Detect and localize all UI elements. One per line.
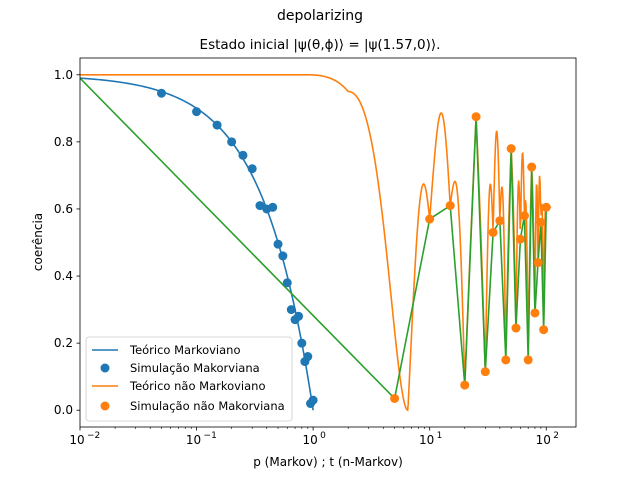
y-tick-label: 0.8 — [54, 135, 73, 149]
x-tick-label: 10 — [302, 433, 317, 447]
x-tick-label: 10 — [69, 433, 84, 447]
plot-frame — [79, 57, 577, 428]
data-point-markov-sim — [227, 137, 237, 147]
x-tick-label-exponent: 2 — [553, 431, 559, 441]
data-point-markov-sim — [282, 278, 292, 288]
data-point-nonmarkov-sim — [488, 227, 498, 237]
data-point-markov-sim — [192, 107, 202, 117]
x-axis-label: p (Markov) ; t (n-Markov) — [253, 455, 403, 469]
data-point-nonmarkov-sim — [445, 201, 455, 211]
legend-marker-nonmarkov-sim — [100, 401, 110, 411]
data-point-markov-sim — [247, 164, 257, 174]
data-point-nonmarkov-sim — [506, 144, 516, 154]
data-point-nonmarkov-sim — [539, 325, 549, 335]
chart-suptitle: depolarizing — [277, 8, 363, 24]
data-point-nonmarkov-sim — [390, 393, 400, 403]
data-point-markov-sim — [212, 120, 222, 130]
x-tick-label-exponent: 0 — [320, 431, 326, 441]
data-point-nonmarkov-sim — [519, 211, 529, 221]
axis-ticks: 0.00.20.40.60.81.010 −2 10 −1 10 0 10 1 10 2 — [54, 68, 559, 447]
chart-title: Estado inicial |ψ(θ,ϕ)⟩ = |ψ(1.57,0)⟩. — [200, 37, 441, 53]
data-point-markov-sim — [278, 251, 288, 261]
data-point-markov-sim — [286, 305, 296, 315]
y-tick-label: 0.4 — [54, 269, 73, 283]
data-point-nonmarkov-sim — [425, 214, 435, 224]
legend-marker-markov-sim — [100, 363, 110, 373]
legend-label-nonmarkov-sim: Simulação não Makorviana — [130, 399, 285, 413]
data-point-nonmarkov-sim — [495, 216, 505, 226]
data-point-nonmarkov-sim — [523, 355, 533, 365]
data-point-nonmarkov-sim — [530, 308, 540, 318]
data-point-nonmarkov-sim — [501, 355, 511, 365]
data-point-nonmarkov-sim — [527, 162, 537, 172]
data-point-nonmarkov-sim — [460, 380, 470, 390]
x-tick-label: 10 — [186, 433, 201, 447]
data-point-markov-sim — [297, 338, 307, 348]
data-point-nonmarkov-sim — [541, 202, 551, 212]
data-point-markov-sim — [238, 150, 248, 160]
x-tick-label-exponent: 1 — [437, 431, 443, 441]
data-point-markov-sim — [303, 352, 313, 362]
x-tick-label-exponent: −2 — [87, 431, 100, 441]
y-tick-label: 0.0 — [54, 403, 73, 417]
legend-label-markov-sim: Simulação Makorviana — [130, 361, 260, 375]
x-tick-label: 10 — [419, 433, 434, 447]
data-point-markov-sim — [294, 311, 304, 321]
legend-label-nonmarkov-theory: Teórico não Markoviano — [129, 379, 266, 393]
legend-box — [85, 336, 293, 422]
y-tick-label: 1.0 — [54, 68, 73, 82]
y-axis-label: coerência — [31, 213, 45, 271]
data-point-nonmarkov-sim — [480, 367, 490, 377]
x-tick-label: 10 — [536, 433, 551, 447]
data-point-markov-sim — [156, 88, 166, 98]
data-point-nonmarkov-sim — [533, 258, 543, 268]
data-point-nonmarkov-sim — [511, 323, 521, 333]
data-point-markov-sim — [273, 239, 283, 249]
x-tick-label-exponent: −1 — [204, 431, 217, 441]
data-point-nonmarkov-sim — [471, 112, 481, 122]
data-point-markov-sim — [268, 202, 278, 212]
data-point-markov-sim — [308, 395, 318, 405]
y-tick-label: 0.6 — [54, 202, 73, 216]
legend: Teórico Markoviano Simulação Makorviana … — [85, 336, 293, 422]
data-point-markov-sim — [255, 201, 265, 211]
y-tick-label: 0.2 — [54, 336, 73, 350]
data-point-nonmarkov-sim — [515, 234, 525, 244]
legend-label-markov-theory: Teórico Markoviano — [129, 343, 240, 357]
data-point-nonmarkov-sim — [536, 217, 546, 227]
plot-area — [80, 73, 552, 412]
